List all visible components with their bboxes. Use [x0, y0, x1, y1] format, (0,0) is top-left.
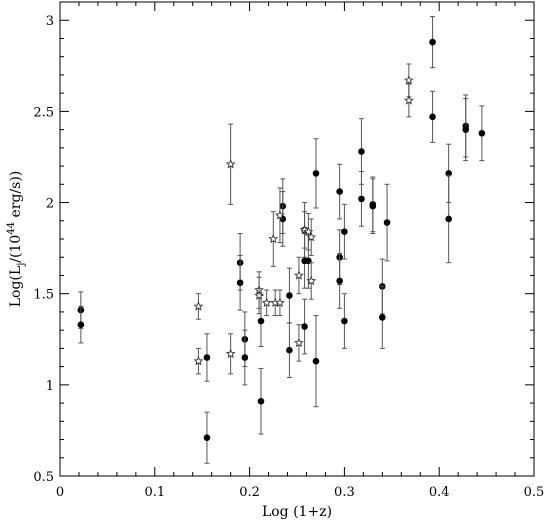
data-point-star: [306, 232, 317, 242]
data-point-circle: [336, 277, 343, 285]
x-tick-label: 0.3: [334, 485, 355, 500]
data-point-circle: [312, 170, 320, 177]
y-tick-label: 1: [46, 379, 54, 394]
data-point-star: [193, 355, 204, 366]
data-point-star: [268, 233, 279, 244]
data-point-star: [403, 75, 414, 85]
data-point-circle: [301, 323, 308, 330]
y-axis-label-end: erg/s)): [8, 171, 24, 222]
y-axis-label-sup: 44: [6, 222, 17, 235]
data-point-circle: [286, 292, 293, 299]
data-point-star: [225, 159, 236, 169]
data-point-circle: [379, 314, 386, 321]
x-tick-label: 0.5: [524, 485, 545, 500]
data-point-circle: [429, 113, 436, 121]
y-axis-label: Log(Lj/(1044 erg/s)): [6, 171, 27, 308]
data-point-star: [225, 348, 236, 359]
y-axis-label-mid: /(10: [8, 235, 24, 263]
x-axis-label: Log (1+z): [262, 504, 332, 520]
axis-tick-labels: 0 0.1 0.2 0.3 0.4 0.5 0.5 1 1.5 2 2.5 3: [33, 14, 544, 500]
data-point-circle: [312, 357, 320, 365]
data-point-circle: [369, 202, 377, 210]
y-axis-label-main: Log(L: [8, 266, 24, 307]
data-point-circle: [358, 148, 365, 155]
y-tick-label: 3: [46, 14, 54, 29]
x-tick-label: 0.1: [144, 485, 165, 500]
y-tick-label: 0.5: [33, 470, 54, 485]
data-point-circle: [203, 434, 211, 442]
data-point-circle: [341, 317, 348, 325]
data-point-circle: [77, 321, 85, 328]
x-tick-label: 0: [56, 485, 64, 500]
data-point-circle: [336, 188, 343, 195]
x-tick-label: 0.4: [429, 485, 450, 500]
data-point-star: [275, 210, 285, 220]
y-axis-label-sub: j: [16, 263, 27, 267]
data-point-circle: [241, 354, 249, 361]
data-point-star: [275, 297, 285, 307]
data-point-star: [254, 290, 264, 300]
data-point-star: [193, 301, 204, 311]
data-point-circle: [462, 126, 470, 133]
data-point-circle: [358, 195, 365, 203]
data-point-star: [261, 297, 272, 307]
data-point-circle: [257, 317, 265, 325]
data-point-circle: [383, 219, 391, 226]
data-point-circle: [429, 38, 436, 46]
data-point-star: [403, 95, 414, 105]
data-point-circle: [478, 129, 486, 137]
data-point-circle: [236, 279, 244, 287]
data-point-circle: [445, 215, 452, 223]
plot-frame: [59, 1, 535, 477]
data-point-star: [293, 337, 304, 348]
y-tick-label: 2: [46, 197, 54, 212]
y-tick-label: 1.5: [33, 288, 54, 303]
y-tick-label: 2.5: [33, 105, 54, 120]
data-point-circle: [286, 346, 293, 354]
data-point-star: [293, 270, 304, 280]
axis-ticks: [59, 1, 535, 477]
data-point-circle: [341, 228, 348, 236]
data-point-circle: [257, 397, 265, 405]
data-marks: [77, 16, 486, 464]
data-point-star: [306, 275, 317, 286]
data-point-circle: [203, 354, 211, 361]
x-tick-label: 0.2: [239, 485, 260, 500]
